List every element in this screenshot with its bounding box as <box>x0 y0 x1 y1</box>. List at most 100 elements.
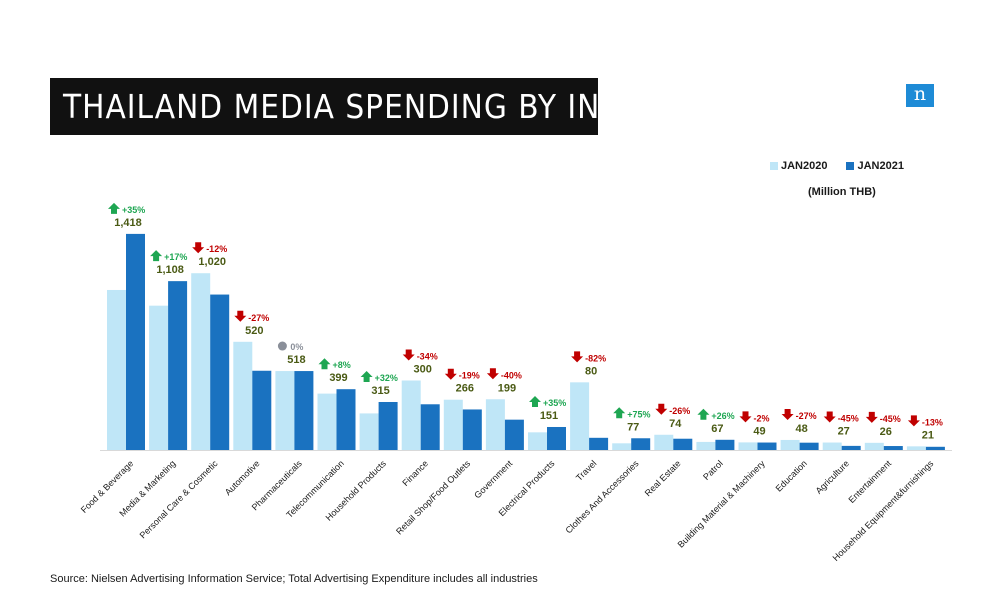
change-label: -12% <box>206 244 227 254</box>
change-label: +17% <box>164 252 187 262</box>
chart-legend: JAN2020 JAN2021 <box>770 160 923 172</box>
category-label: Building Material & Machinery <box>676 458 768 550</box>
category-label: Personal Care & Cosmetic <box>138 458 220 540</box>
value-label: 266 <box>456 383 474 395</box>
change-label: -27% <box>248 313 269 323</box>
value-label: 151 <box>540 410 558 422</box>
bar-jan2021 <box>589 437 609 450</box>
change-label: 0% <box>290 342 303 352</box>
legend-label-jan2021: JAN2021 <box>857 160 904 172</box>
category-label: Real Estate <box>643 458 683 498</box>
legend-swatch-jan2021 <box>846 162 855 170</box>
change-label: +75% <box>627 409 650 419</box>
change-label: -26% <box>669 406 690 416</box>
category-label: Clothes And Accessories <box>563 458 640 535</box>
bar-jan2021 <box>799 442 819 450</box>
bar-jan2020 <box>443 399 463 450</box>
value-label: 26 <box>880 426 892 438</box>
bar-jan2021 <box>126 233 145 450</box>
bar-jan2021 <box>168 281 188 450</box>
bar-jan2021 <box>252 370 272 450</box>
bar-jan2021 <box>336 389 356 450</box>
title-banner: THAILAND MEDIA SPENDING BY INDUSTRY <box>50 78 724 135</box>
bar-jan2021 <box>547 426 566 450</box>
bar-jan2020 <box>780 439 800 450</box>
change-down-icon <box>192 242 205 254</box>
value-label: 315 <box>371 385 389 397</box>
bar-jan2021 <box>715 439 735 450</box>
bar-jan2020 <box>864 442 884 450</box>
bar-jan2021 <box>925 446 945 450</box>
category-label: Education <box>774 458 809 493</box>
category-label: Entertainment <box>847 458 894 505</box>
change-up-icon <box>360 370 373 382</box>
change-label: -27% <box>796 411 817 421</box>
bar-jan2020 <box>906 446 926 450</box>
change-label: +35% <box>122 205 145 215</box>
change-label: +32% <box>375 373 398 383</box>
bar-jan2021 <box>294 371 314 450</box>
unit-label: (Million THB) <box>808 186 876 198</box>
bar-jan2020 <box>107 289 126 450</box>
change-down-icon <box>444 368 457 380</box>
change-down-icon <box>865 411 878 423</box>
category-label: Travel <box>574 458 599 483</box>
bar-jan2021 <box>210 294 230 450</box>
bar-jan2020 <box>528 432 547 450</box>
change-label: -45% <box>838 414 859 424</box>
change-flat-icon <box>277 341 287 351</box>
change-up-icon <box>529 395 541 407</box>
change-label: -82% <box>585 353 606 363</box>
legend-label-jan2020: JAN2020 <box>781 160 828 172</box>
value-label: 300 <box>414 364 432 376</box>
change-down-icon <box>907 415 920 427</box>
legend-item-jan2020: JAN2020 <box>770 160 827 172</box>
change-down-icon <box>781 408 794 420</box>
change-label: -19% <box>459 371 480 381</box>
change-down-icon <box>571 351 584 363</box>
change-down-icon <box>402 349 415 361</box>
bar-jan2020 <box>149 305 169 450</box>
change-down-icon <box>655 403 668 415</box>
change-up-icon <box>318 358 331 370</box>
change-up-icon <box>108 202 120 214</box>
value-label: 77 <box>627 421 639 433</box>
change-label: +8% <box>333 360 351 370</box>
change-label: +26% <box>711 411 734 421</box>
value-label: 74 <box>669 418 682 430</box>
value-label: 199 <box>498 382 516 394</box>
bar-jan2020 <box>738 442 758 450</box>
value-label: 518 <box>287 354 305 366</box>
bar-jan2021 <box>883 446 903 450</box>
category-label: Automotive <box>223 458 262 497</box>
bar-jan2020 <box>191 273 211 450</box>
bar-jan2020 <box>401 380 421 450</box>
bar-jan2020 <box>485 399 505 450</box>
bar-jan2020 <box>654 434 674 450</box>
legend-item-jan2021: JAN2021 <box>846 160 904 172</box>
bar-jan2021 <box>757 442 777 450</box>
change-down-icon <box>486 368 499 380</box>
category-label: Government <box>472 458 514 500</box>
value-label: 48 <box>795 423 807 435</box>
value-label: 1,020 <box>198 256 226 268</box>
legend-swatch-jan2020 <box>770 162 778 170</box>
change-up-icon <box>150 250 163 262</box>
bar-jan2021 <box>504 419 524 450</box>
category-label: Finance <box>400 458 430 488</box>
change-label: -34% <box>417 352 438 362</box>
value-label: 21 <box>922 429 934 441</box>
category-label: Agriculture <box>814 458 851 495</box>
value-label: 1,108 <box>156 264 184 276</box>
change-label: -13% <box>922 417 943 427</box>
bar-jan2020 <box>822 442 842 450</box>
value-label: 399 <box>329 372 347 384</box>
bar-jan2021 <box>841 445 861 450</box>
bar-jan2021 <box>378 401 398 450</box>
nielsen-logo: n <box>906 84 934 107</box>
change-label: -40% <box>501 370 522 380</box>
source-note: Source: Nielsen Advertising Information … <box>50 573 538 585</box>
value-label: 49 <box>753 425 765 437</box>
bar-jan2020 <box>570 382 590 450</box>
